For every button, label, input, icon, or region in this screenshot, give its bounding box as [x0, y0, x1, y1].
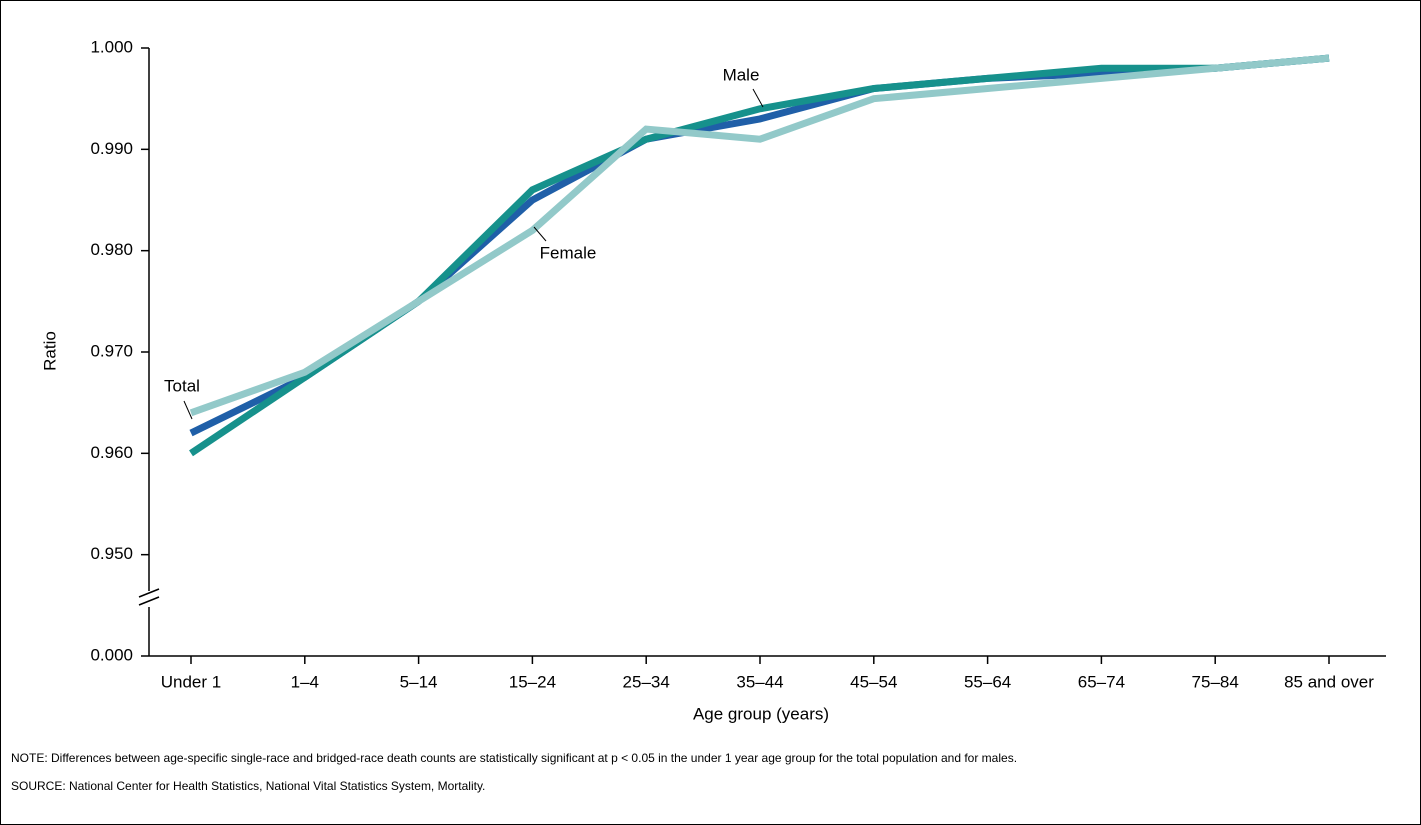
x-tick-label: 75–84: [1192, 672, 1239, 691]
series-label: Female: [540, 243, 597, 262]
x-tick-label: 35–44: [736, 672, 783, 691]
leader-line: [183, 400, 193, 420]
x-tick-label: 25–34: [623, 672, 670, 691]
y-tick-label: 0.950: [90, 544, 133, 563]
x-tick-label: 65–74: [1078, 672, 1125, 691]
y-tick-label: 0.980: [90, 240, 133, 259]
x-tick-label: 85 and over: [1284, 672, 1374, 691]
y-tick-label: 0.960: [90, 443, 133, 462]
y-tick-label: 0.000: [90, 645, 133, 664]
leader-line: [533, 226, 547, 242]
chart: Ratio Age group (years) 0.000 0.950 0.960 0…: [40, 37, 1386, 723]
x-tick-label: Under 1: [161, 672, 221, 691]
source: SOURCE: National Center for Health Stati…: [11, 779, 486, 793]
y-axis-label: Ratio: [40, 331, 59, 371]
leader-line: [752, 88, 764, 108]
series-label: Male: [723, 65, 760, 84]
x-axis-label: Age group (years): [693, 704, 829, 723]
y-tick-label: 1.000: [90, 37, 133, 56]
x-tick-label: 45–54: [850, 672, 897, 691]
series-label: Total: [164, 376, 200, 395]
axis-break: [138, 588, 160, 598]
y-tick-label: 0.990: [90, 139, 133, 158]
x-tick-label: 1–4: [291, 672, 319, 691]
axis-break: [138, 596, 160, 606]
note: NOTE: Differences between age-specific s…: [11, 751, 1018, 765]
series-line: [189, 54, 1330, 417]
x-tick-label: 15–24: [509, 672, 556, 691]
x-tick-label: 55–64: [964, 672, 1011, 691]
y-tick-label: 0.970: [90, 341, 133, 360]
series-line: [189, 54, 1330, 437]
x-tick-label: 5–14: [400, 672, 438, 691]
